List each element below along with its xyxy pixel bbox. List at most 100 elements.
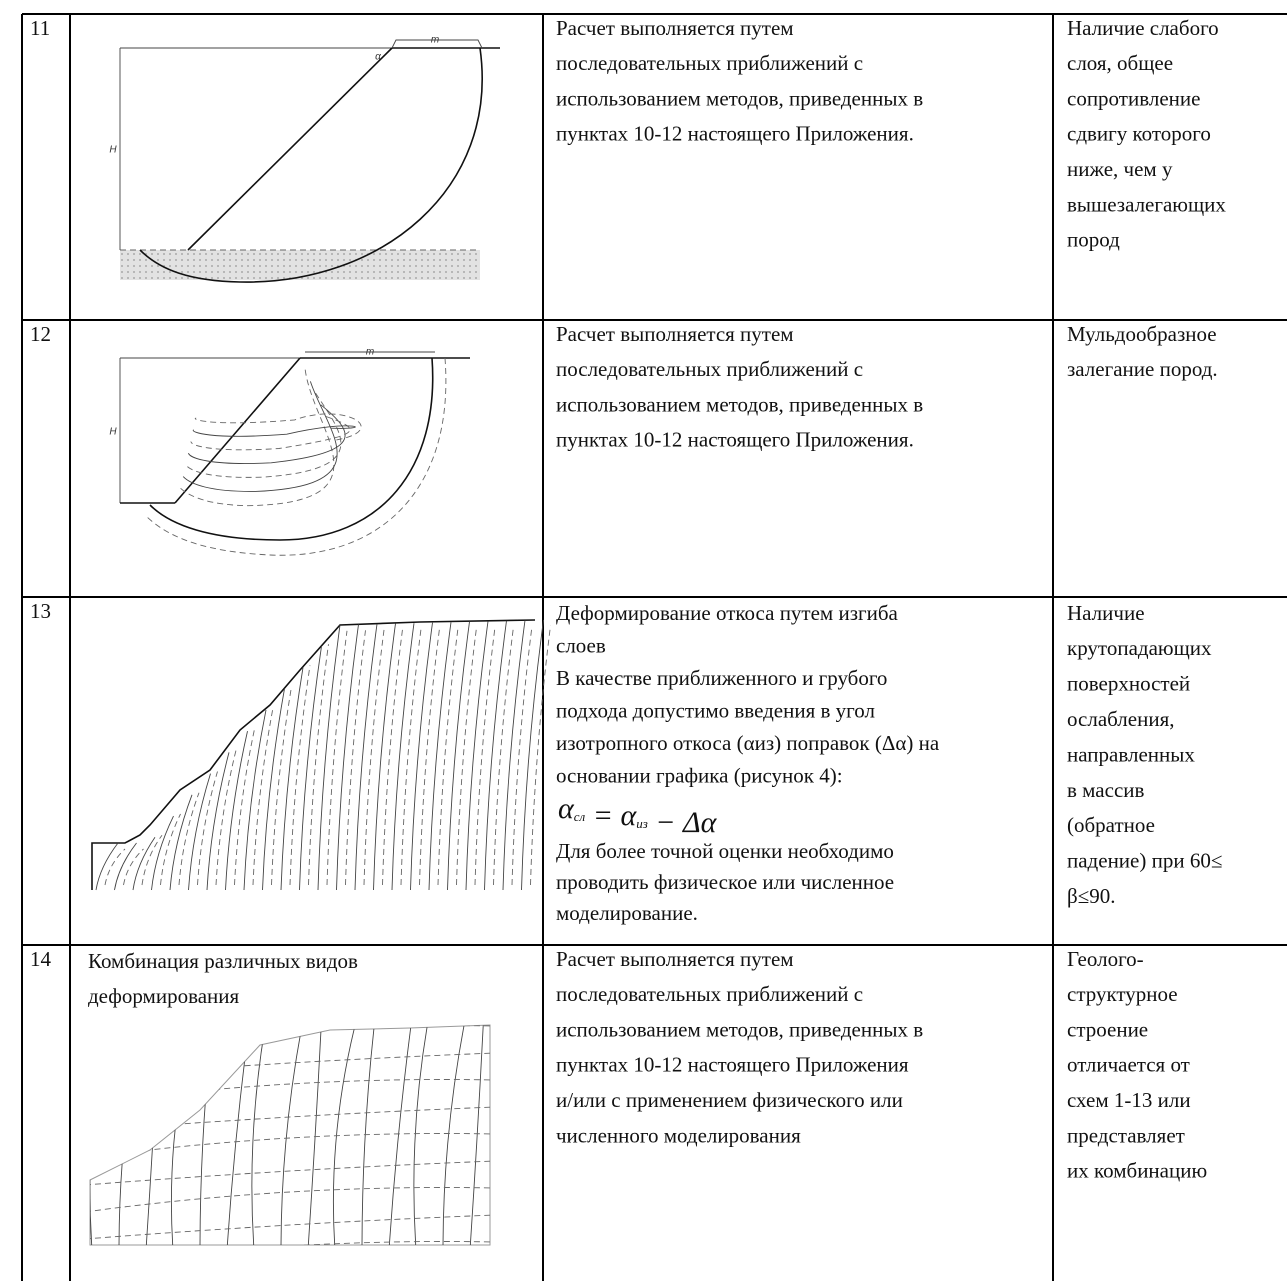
figure-label: α [375, 52, 381, 63]
description-line: последовательных приближений с [556, 51, 863, 75]
stratum [428, 622, 452, 891]
description-line: основании графика (рисунок 4): [556, 763, 843, 787]
condition-line: схем 1-13 или [1067, 1088, 1191, 1112]
stratum [206, 752, 230, 891]
description-line: последовательных приближений с [556, 357, 863, 381]
condition-line: их комбинацию [1067, 1159, 1207, 1183]
condition-line: крутопадающих [1067, 636, 1212, 660]
condition-line: представляет [1067, 1123, 1185, 1147]
table-texts: 11 Расчет выполняется путем последовательн… [30, 16, 1226, 1183]
stratum-dashed [160, 813, 181, 886]
condition-line: Мульдообразное [1067, 322, 1217, 346]
description-line: Расчет выполняется путем [556, 947, 794, 971]
stratum [169, 794, 193, 891]
stratum [243, 709, 267, 891]
formula-part: = [585, 799, 620, 832]
stratum-dashed [141, 834, 163, 886]
condition-line: ниже, чем у [1067, 157, 1173, 181]
description-line: Расчет выполняется путем [556, 16, 794, 40]
joint [90, 1187, 490, 1213]
description-line: Для более точной оценки необходимо [556, 839, 894, 863]
description-line: Расчет выполняется путем [556, 322, 794, 346]
stratum [299, 646, 322, 891]
table-borders [21, 13, 1287, 1281]
description-line: Деформирование откоса путем изгиба [556, 601, 899, 625]
row-number: 13 [30, 599, 51, 623]
joint [170, 1025, 198, 1245]
description-line: пунктах 10-12 настоящего Приложения. [556, 122, 914, 146]
joint [90, 1025, 107, 1245]
condition-line: слоя, общее [1067, 51, 1173, 75]
description-line: использованием методов, приведенных в [556, 392, 923, 416]
stratum [262, 688, 285, 891]
stratum-dashed [456, 627, 477, 886]
stratum-dashed [252, 707, 274, 886]
stratum [114, 842, 137, 891]
joint [90, 1241, 490, 1245]
stratum-dashed [493, 626, 514, 886]
joint [442, 1025, 468, 1245]
condition-line: сдвигу которого [1067, 122, 1211, 146]
joint [199, 1025, 215, 1245]
slope-face [187, 47, 393, 251]
bedding-arc [187, 404, 346, 464]
stratum-dashed [474, 627, 496, 886]
stratum-dashed [511, 626, 533, 886]
stratum [373, 623, 396, 891]
figure-caption-line: деформирования [88, 984, 240, 1008]
description-line: использованием методов, приведенных в [556, 86, 923, 110]
description-line: слоев [556, 633, 606, 657]
joint [90, 1214, 490, 1240]
condition-line: ослабления, [1067, 707, 1175, 731]
stratum [132, 837, 156, 891]
weak-layer [120, 250, 480, 280]
row-number: 14 [30, 947, 52, 971]
condition-line: строение [1067, 1017, 1148, 1041]
description-line: пунктах 10-12 настоящего Приложения. [556, 428, 914, 452]
joint [332, 1025, 360, 1245]
stratum [336, 624, 359, 891]
stratum-dashed [197, 771, 218, 886]
stratum-dashed [419, 628, 440, 886]
joint [145, 1025, 161, 1245]
joint [413, 1025, 431, 1245]
stratum-dashed [289, 665, 311, 886]
formula-part: α [558, 792, 575, 825]
condition-line: β≤90. [1067, 884, 1115, 908]
formula: αсл = αиз − Δα [558, 792, 718, 839]
stratum-dashed [234, 729, 255, 886]
joint [361, 1025, 377, 1245]
stratum [151, 815, 174, 891]
description-line: и/или с применением физического или [556, 1088, 903, 1112]
bedding-arc [144, 357, 447, 556]
condition-line: пород [1067, 228, 1120, 252]
stratum-dashed [530, 625, 551, 886]
figure-label: m [366, 347, 374, 358]
joint [90, 1025, 490, 1051]
formula-part: − Δα [648, 806, 718, 839]
description-line: моделирование. [556, 901, 698, 925]
stratum [521, 619, 544, 891]
slope-face [174, 357, 301, 504]
stratum-dashed [215, 750, 237, 886]
condition-line: вышезалегающих [1067, 192, 1226, 216]
joint [118, 1025, 144, 1245]
figure-label: m [431, 35, 439, 46]
stratum [95, 842, 119, 891]
joint [90, 1133, 490, 1159]
stratum-dashed [345, 630, 366, 886]
stratum-dashed [308, 644, 329, 886]
figure-label: H [109, 427, 117, 438]
joint [495, 1010, 521, 1250]
description-line: использованием методов, приведенных в [556, 1017, 923, 1041]
stratum [391, 623, 415, 891]
stratum [484, 620, 507, 891]
stratum [447, 621, 470, 891]
figure-caption-line: Комбинация различных видов [88, 949, 358, 973]
slip-surface [139, 47, 483, 283]
description-line: последовательных приближений с [556, 982, 863, 1006]
formula-subscript: из [636, 816, 648, 831]
figure-14 [89, 1010, 521, 1250]
bedding-arc [185, 392, 342, 478]
